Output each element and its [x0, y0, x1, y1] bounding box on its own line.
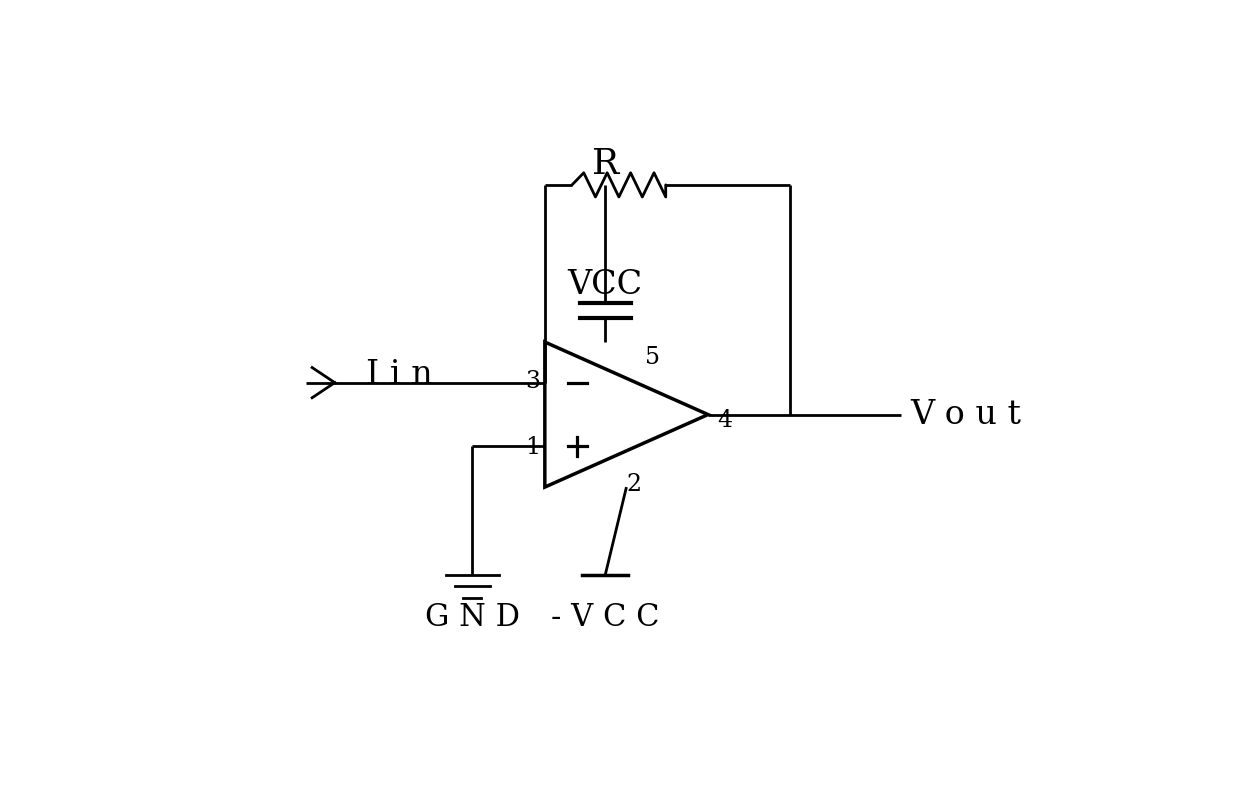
Text: 1: 1: [525, 436, 539, 459]
Text: 5: 5: [645, 345, 660, 369]
Text: R: R: [591, 147, 619, 181]
Text: 4: 4: [717, 409, 733, 432]
Text: 2: 2: [626, 473, 641, 495]
Text: G N D: G N D: [425, 601, 520, 633]
Text: I i n: I i n: [367, 360, 433, 391]
Text: VCC: VCC: [568, 268, 642, 301]
Text: V o u t: V o u t: [910, 399, 1022, 430]
Text: - V C C: - V C C: [551, 601, 660, 633]
Text: 3: 3: [525, 370, 539, 392]
